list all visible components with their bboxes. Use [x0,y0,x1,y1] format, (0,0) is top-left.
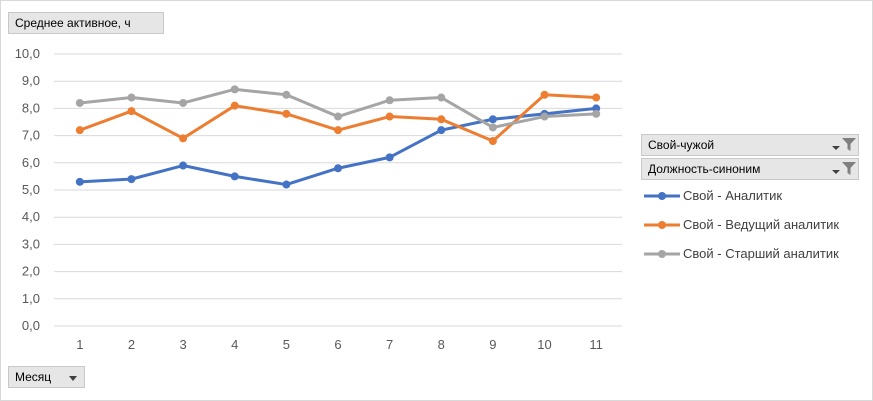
value-field-button[interactable]: Среднее активное, ч [8,12,164,34]
x-tick-label: 8 [438,337,445,352]
data-point [75,98,84,107]
data-point [230,101,239,110]
legend-label-vedushchiy: Свой - Ведущий аналитик [683,217,840,232]
funnel-filter-icon[interactable] [842,162,856,176]
x-tick-label: 5 [283,337,290,352]
data-point [437,115,446,124]
data-point [282,180,291,189]
data-point [488,115,497,124]
y-tick-label: 5,0 [22,182,40,197]
dropdown-arrow-icon[interactable] [69,376,77,381]
legend-item-starshiy: Свой - Старший аналитик [644,245,864,263]
filter-dolzhnost-label: Должность-синоним [648,162,761,176]
legend-marker-analitik [644,192,680,200]
x-tick-label: 3 [179,337,186,352]
legend-item-analitik: Свой - Аналитик [644,187,864,205]
legend-label-starshiy: Свой - Старший аналитик [683,246,839,261]
x-tick-label: 10 [537,337,551,352]
y-tick-label: 9,0 [22,73,40,88]
data-point [385,153,394,162]
data-point [334,126,342,135]
x-tick-label: 4 [231,337,238,352]
y-tick-label: 4,0 [22,209,40,224]
gridlines [54,53,622,327]
x-tick-label: 1 [76,337,83,352]
y-tick-label: 2,0 [22,264,40,279]
data-point [179,161,188,170]
dropdown-arrow-icon[interactable] [832,146,840,150]
data-point [488,137,497,146]
filter-dolzhnost-button[interactable]: Должность-синоним [641,158,859,180]
data-point [540,90,549,99]
y-tick-label: 3,0 [22,236,40,251]
data-point [540,112,549,121]
y-tick-label: 7,0 [22,128,40,143]
data-point [437,93,446,102]
data-point [75,126,84,135]
filter-svoi-chuzhoi-button[interactable]: Свой-чужой [641,134,859,156]
y-tick-label: 8,0 [22,100,40,115]
x-tick-label: 9 [489,337,496,352]
y-axis-ticks: 0,0 1,0 2,0 3,0 4,0 5,0 6,0 7,0 8,0 9,0 10,0 [15,46,40,333]
y-tick-label: 10,0 [15,46,40,61]
axis-field-label: Месяц [15,370,52,384]
x-axis-ticks: 1 2 3 4 5 6 7 8 9 10 11 [76,337,603,352]
y-tick-label: 6,0 [22,155,40,170]
data-point [179,134,188,143]
data-point [592,109,601,118]
data-point [334,112,342,121]
data-point [127,93,136,102]
x-tick-label: 11 [589,337,603,352]
x-tick-label: 2 [128,337,135,352]
value-field-label: Среднее активное, ч [15,16,131,30]
data-point [437,126,446,135]
data-point [592,93,601,102]
legend-marker-vedushchiy [644,221,680,229]
x-tick-label: 6 [334,337,341,352]
dropdown-arrow-icon[interactable] [832,170,840,174]
legend-label-analitik: Свой - Аналитик [683,188,783,203]
series-layer [75,85,601,189]
data-point [75,177,84,186]
data-point [385,96,394,105]
funnel-filter-icon[interactable] [842,138,856,152]
data-point [334,164,342,173]
y-tick-label: 1,0 [22,291,40,306]
data-point [230,172,239,181]
data-point [385,112,394,121]
data-point [179,98,188,107]
legend-item-vedushchiy: Свой - Ведущий аналитик [644,216,864,234]
data-point [127,175,136,184]
data-point [127,107,136,116]
data-point [488,123,497,132]
data-point [230,85,239,94]
y-tick-label: 0,0 [22,318,40,333]
filter-svoi-chuzhoi-label: Свой-чужой [648,138,715,152]
data-point [282,109,291,118]
data-point [282,90,291,99]
axis-field-button[interactable]: Месяц [8,366,85,388]
x-tick-label: 7 [386,337,393,352]
legend-marker-starshiy [644,250,680,258]
